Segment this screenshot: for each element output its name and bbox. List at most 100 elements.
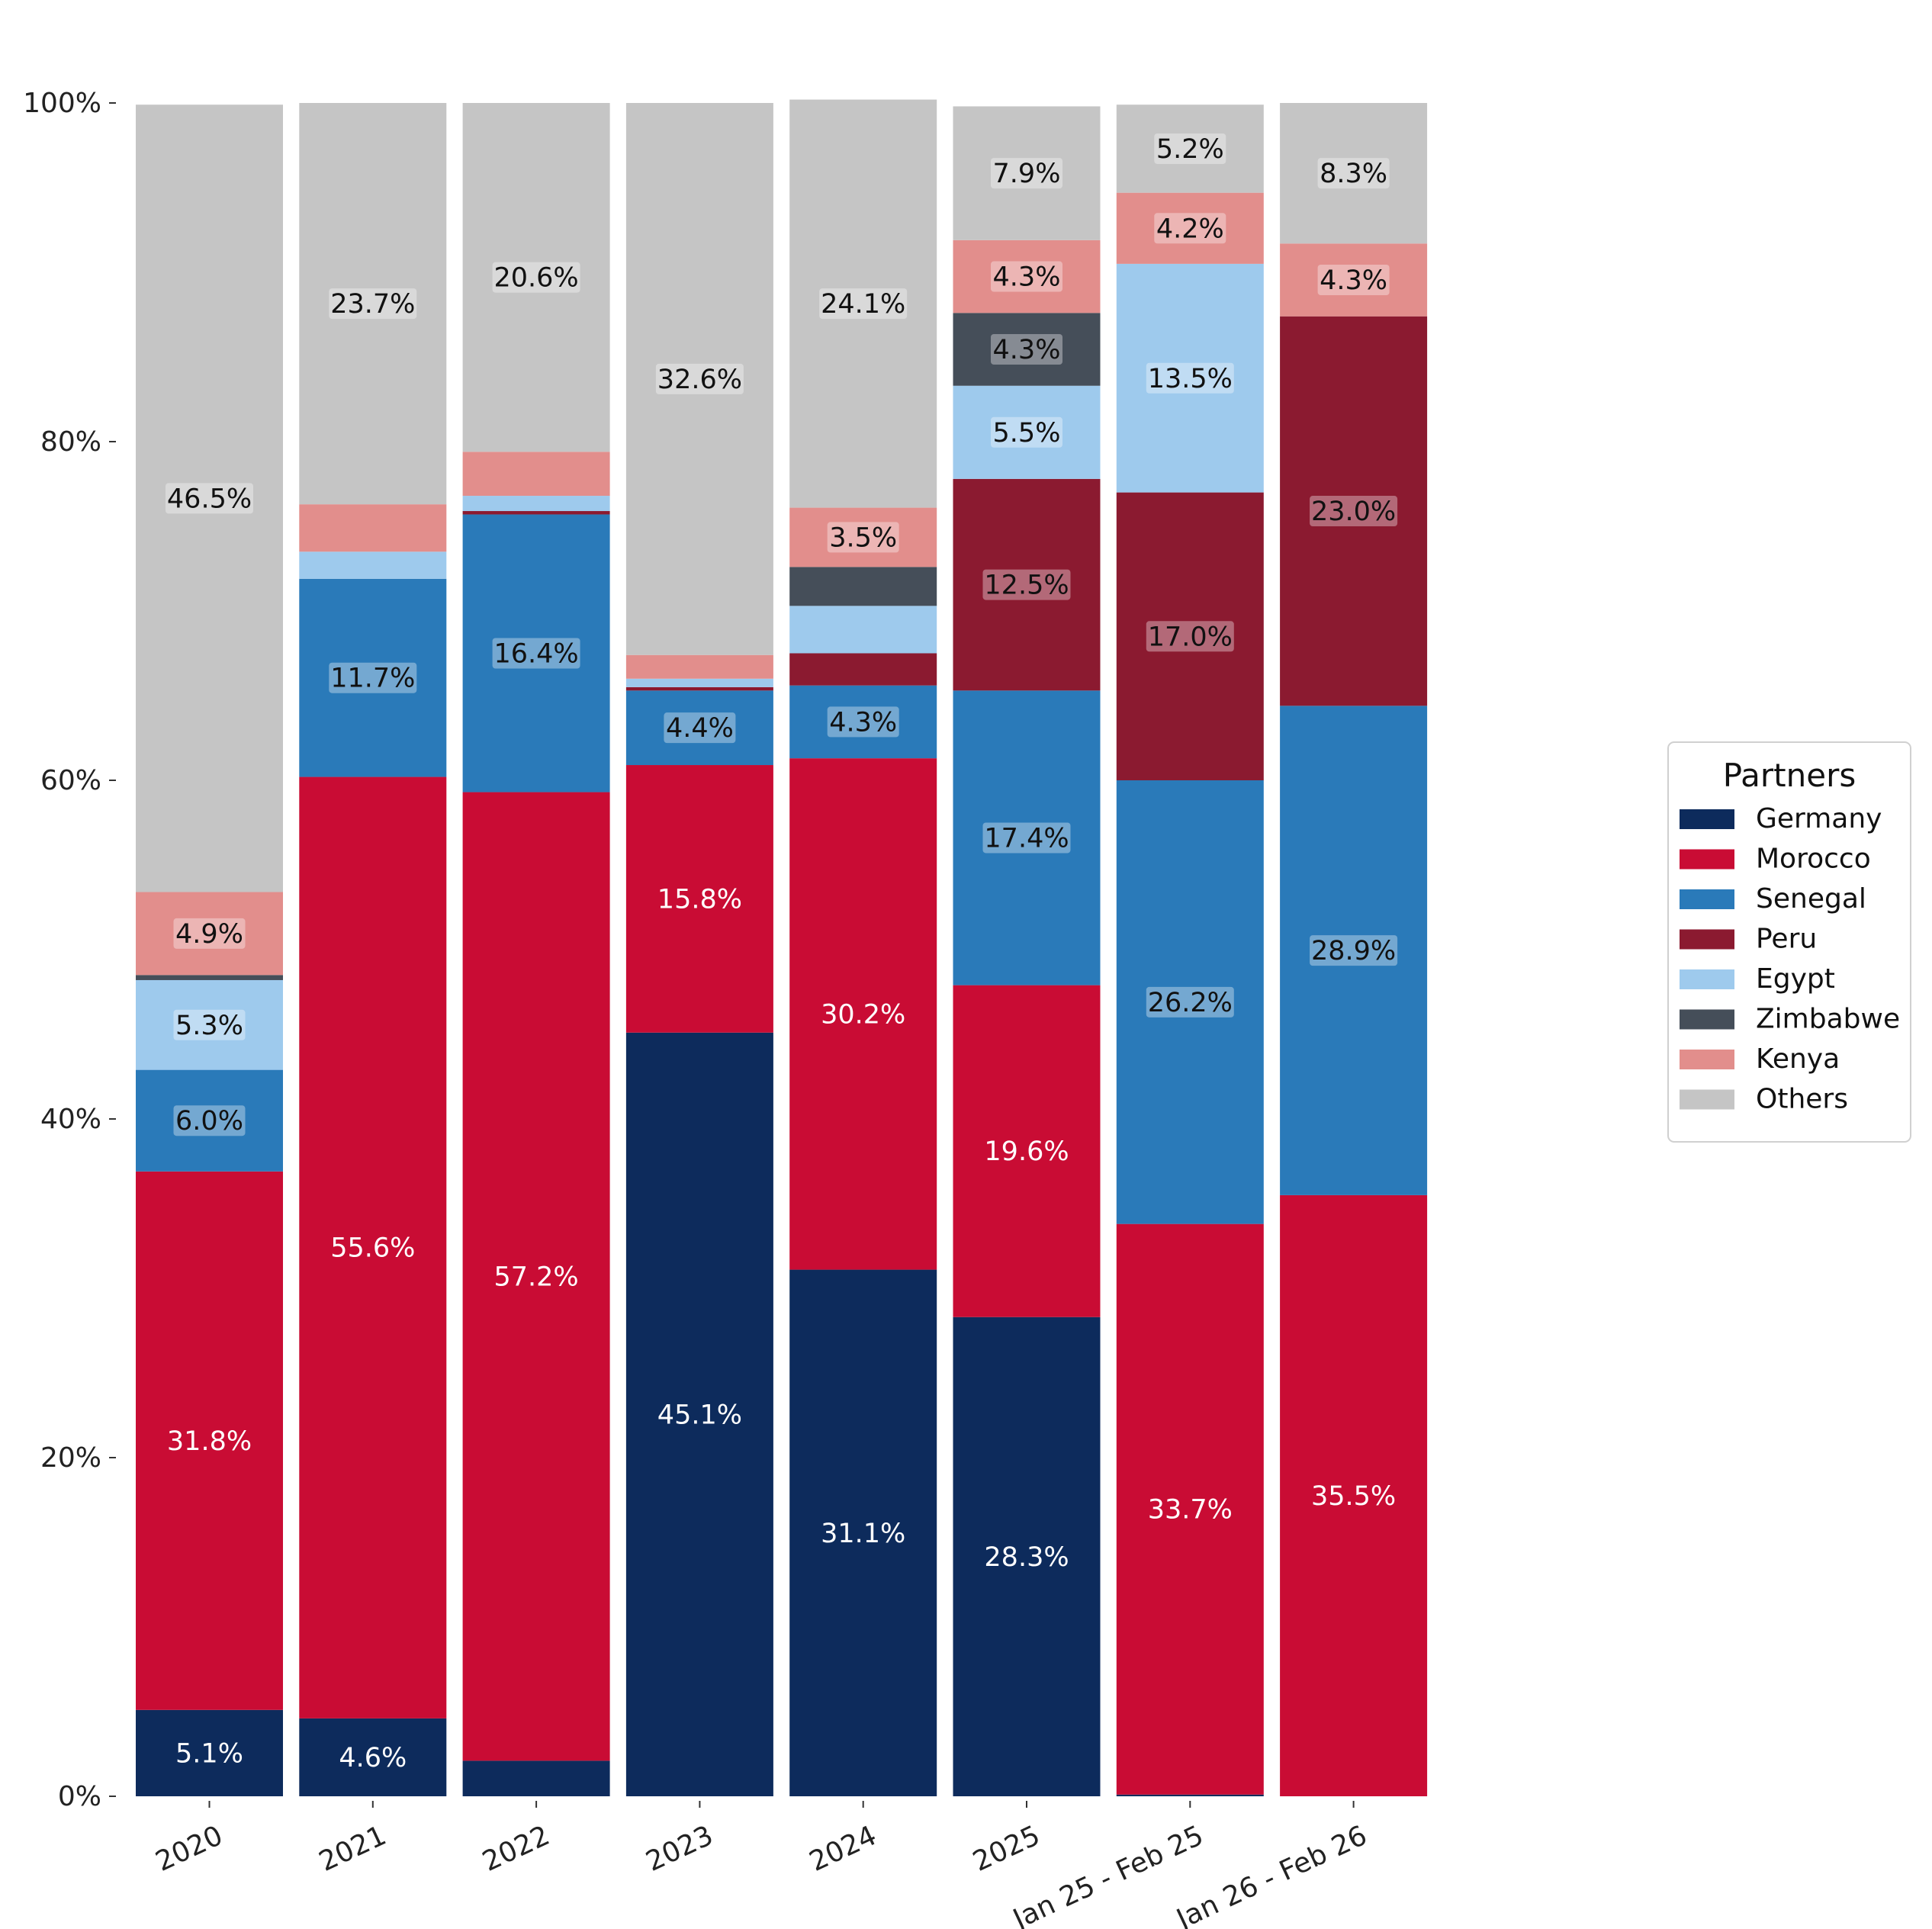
bar-segment-morocco: [462, 792, 610, 1761]
data-label: 3.5%: [829, 522, 897, 553]
data-label-bg: [329, 662, 417, 693]
data-label: 5.5%: [993, 418, 1061, 448]
bar-segment-germany: [136, 1709, 283, 1796]
legend-swatch-kenya: [1680, 1050, 1734, 1069]
bar-segment-egypt: [789, 606, 937, 654]
bar-segment-germany: [1116, 1794, 1264, 1796]
legend-box: [1667, 741, 1911, 1143]
data-label: 4.2%: [1156, 214, 1224, 244]
bar-segment-kenya: [1280, 243, 1428, 317]
bar-segment-morocco: [1280, 1194, 1428, 1796]
legend-swatch-germany: [1680, 809, 1734, 829]
bar-segment-others: [789, 99, 937, 508]
data-label: 11.7%: [330, 664, 415, 694]
bar-segment-egypt: [625, 678, 773, 687]
bar-segment-others: [462, 103, 610, 452]
data-label: 23.7%: [330, 289, 415, 320]
bar-segment-peru: [1116, 492, 1264, 780]
data-label: 16.4%: [494, 639, 579, 670]
bar-segment-egypt: [953, 385, 1101, 479]
data-label-bg: [166, 483, 253, 514]
data-label: 33.7%: [1148, 1495, 1233, 1526]
bar-segment-peru: [462, 511, 610, 515]
legend: Partners Germany Morocco Senegal Peru Egypt Zi…: [1667, 741, 1911, 1143]
bar-segment-peru: [625, 686, 773, 691]
data-label-bg: [173, 1105, 246, 1137]
bar-segment-senegal: [625, 690, 773, 766]
data-label: 8.3%: [1320, 159, 1387, 189]
bar-segment-morocco: [299, 776, 447, 1718]
bar-segment-kenya: [625, 654, 773, 679]
data-label-bg: [1317, 264, 1390, 295]
data-label: 28.3%: [984, 1542, 1069, 1573]
x-tick-label: 2021: [314, 1820, 391, 1878]
legend-title: Partners: [1723, 757, 1856, 794]
data-label: 4.9%: [175, 919, 243, 950]
bar-segment-germany: [953, 1317, 1101, 1796]
data-label: 32.6%: [657, 365, 742, 395]
y-tick-label: 20%: [40, 1442, 101, 1474]
legend-label-senegal: Senegal: [1756, 883, 1866, 915]
data-label-bg: [1146, 621, 1234, 652]
data-label-bg: [1154, 133, 1226, 164]
data-label-bg: [664, 712, 736, 744]
data-label: 24.1%: [821, 289, 905, 320]
bar-segment-senegal: [136, 1069, 283, 1172]
data-label-bg: [1317, 158, 1390, 189]
bar-segment-egypt: [299, 551, 447, 579]
bar-segment-egypt: [136, 979, 283, 1070]
data-label: 7.9%: [993, 159, 1061, 189]
legend-swatch-others: [1680, 1089, 1734, 1110]
bar-segment-egypt: [462, 496, 610, 512]
bar-segment-germany: [299, 1718, 447, 1796]
data-label-bg: [492, 638, 580, 669]
data-label-bg: [1146, 362, 1234, 394]
data-label: 4.3%: [1320, 265, 1387, 296]
legend-label-peru: Peru: [1756, 924, 1817, 955]
y-tick-label: 40%: [40, 1104, 101, 1135]
data-label-bg: [173, 1009, 246, 1040]
bar-segment-morocco: [625, 765, 773, 1033]
bar-segment-kenya: [462, 452, 610, 497]
bar-segment-peru: [789, 653, 937, 686]
data-label-bg: [827, 522, 899, 553]
x-tick-label: 2023: [641, 1820, 718, 1878]
bar-segment-senegal: [462, 514, 610, 792]
bar-segment-peru: [953, 478, 1101, 691]
data-label: 17.4%: [984, 823, 1069, 854]
data-label-bg: [1310, 935, 1398, 966]
bar-segment-germany: [462, 1760, 610, 1796]
data-label: 57.2%: [494, 1262, 579, 1292]
legend-label-morocco: Morocco: [1756, 844, 1871, 875]
data-label-bg: [819, 288, 908, 320]
bar-segment-zimbabwe: [953, 313, 1101, 386]
data-label: 4.6%: [339, 1743, 407, 1773]
bar-segment-kenya: [299, 504, 447, 552]
data-label: 15.8%: [657, 884, 742, 915]
y-tick-label: 100%: [23, 88, 101, 119]
bar-segment-others: [1116, 104, 1264, 193]
y-axis: 0% 20% 40% 60% 80% 100%: [23, 88, 116, 1812]
data-label: 23.0%: [1311, 497, 1396, 527]
bar-segment-germany: [625, 1032, 773, 1796]
bar-segment-morocco: [789, 758, 937, 1270]
legend-swatch-senegal: [1680, 889, 1734, 909]
bar-segment-others: [1280, 103, 1428, 244]
bar-segment-morocco: [953, 985, 1101, 1317]
data-label-bg: [827, 706, 899, 738]
legend-label-germany: Germany: [1756, 803, 1882, 834]
y-tick-label: 80%: [40, 426, 101, 458]
data-label: 5.1%: [175, 1738, 243, 1769]
x-tick-label: 2025: [968, 1820, 1044, 1878]
legend-label-others: Others: [1756, 1084, 1848, 1115]
legend-label-zimbabwe: Zimbabwe: [1756, 1004, 1900, 1035]
bar-segment-senegal: [1280, 706, 1428, 1195]
data-label: 6.0%: [175, 1106, 243, 1137]
data-label: 28.9%: [1311, 936, 1396, 966]
bar-segment-morocco: [136, 1171, 283, 1710]
y-tick-label: 60%: [40, 765, 101, 796]
x-tick-label: 2020: [151, 1820, 227, 1878]
bar-segment-egypt: [1116, 263, 1264, 493]
